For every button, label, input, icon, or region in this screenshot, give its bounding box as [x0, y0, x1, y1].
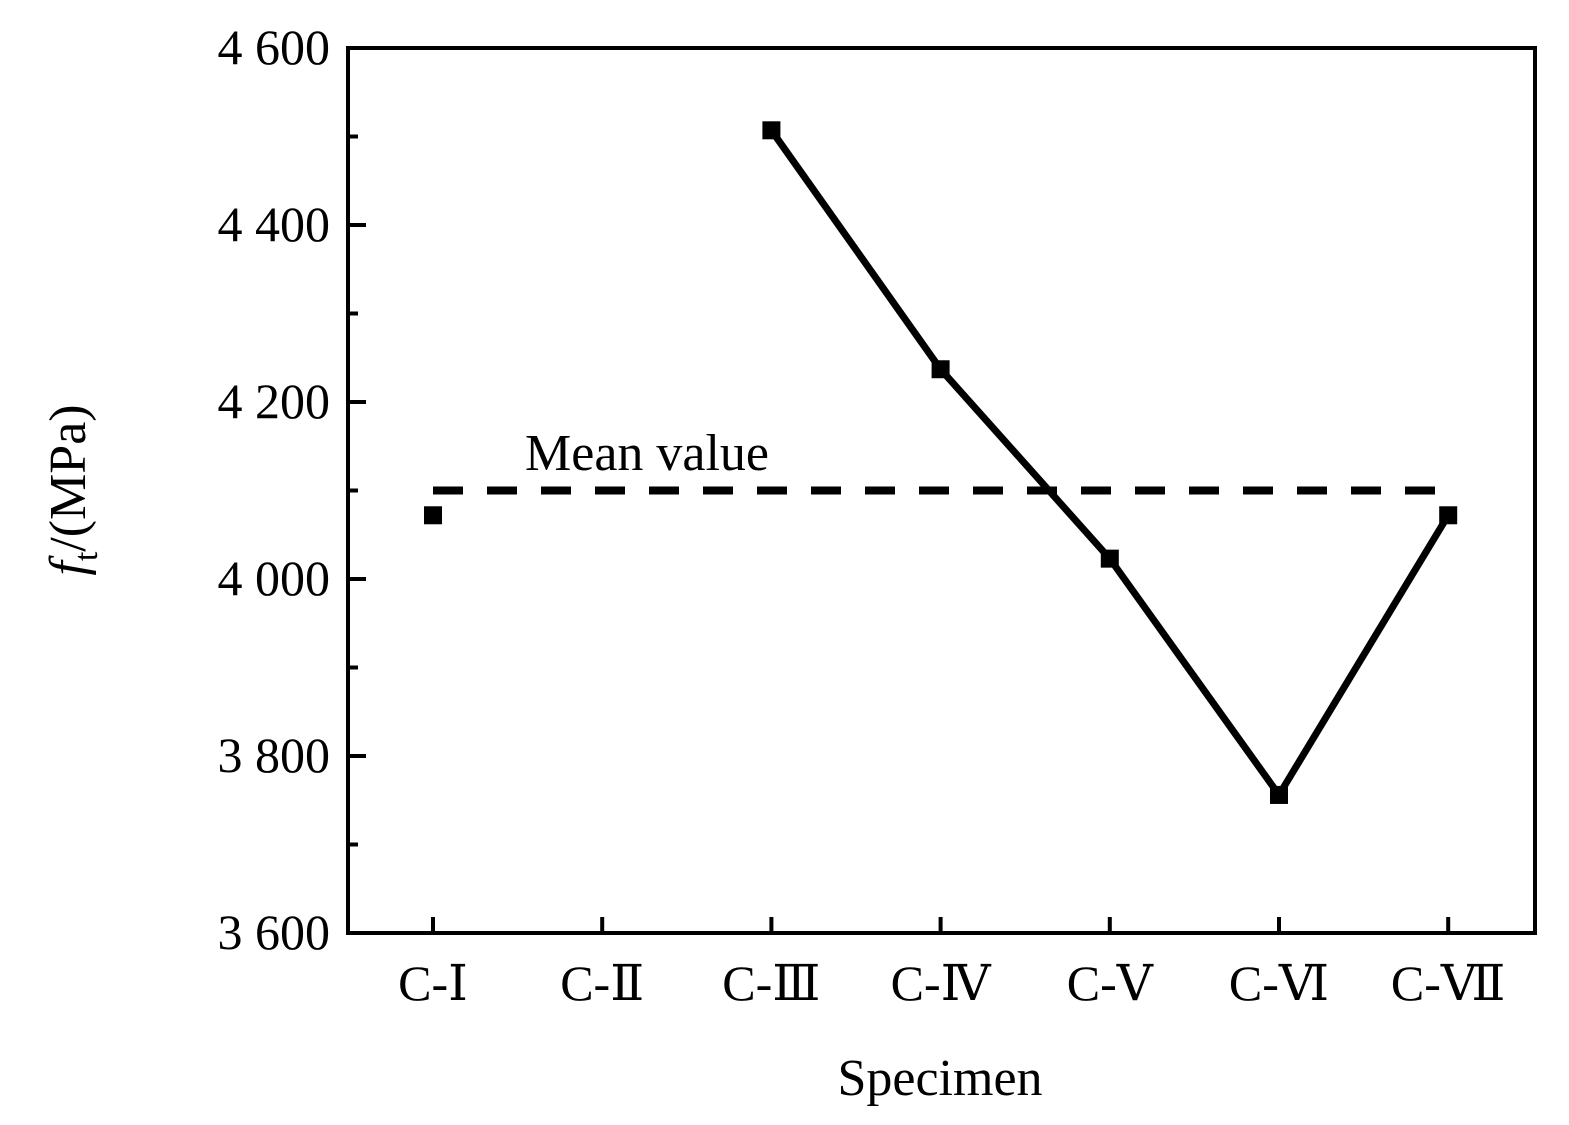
y-tick-label: 4 000 [218, 550, 331, 606]
y-tick-label: 4 400 [218, 196, 331, 252]
data-point-marker [424, 506, 442, 525]
data-point-marker [931, 360, 950, 379]
data-point-marker [1270, 785, 1288, 804]
data-point-marker [1439, 506, 1458, 525]
mean-value-label: Mean value [525, 425, 769, 482]
y-tick-label: 4 200 [218, 373, 331, 429]
y-tick-label: 4 600 [218, 19, 331, 75]
x-tick-label: C-Ⅴ [1067, 955, 1154, 1011]
x-tick-label: C-Ⅰ [398, 955, 468, 1011]
x-tick-label: C-Ⅵ [1229, 955, 1329, 1011]
y-axis-title: ft/(MPa) [40, 404, 105, 575]
x-tick-label: C-Ⅶ [1391, 955, 1506, 1011]
y-axis-unit: /(MPa) [40, 404, 97, 551]
y-axis-ticks: 3 600 3 800 4 000 4 200 4 400 4 600 [218, 19, 366, 960]
x-axis-title: Specimen [837, 1050, 1042, 1107]
series-line [768, 128, 1452, 802]
y-tick-label: 3 600 [218, 904, 331, 960]
data-series [424, 121, 1458, 804]
x-tick-label: C-Ⅲ [722, 955, 820, 1011]
x-axis-ticks: C-Ⅰ C-Ⅱ C-Ⅲ C-Ⅳ C-Ⅴ C-Ⅵ C-Ⅶ [398, 917, 1505, 1011]
data-point-marker [762, 121, 781, 140]
y-axis-subscript: t [68, 551, 105, 561]
x-tick-label: C-Ⅱ [560, 955, 644, 1011]
data-point-marker [1100, 549, 1119, 568]
x-tick-label: C-Ⅳ [891, 955, 992, 1011]
plot-frame [346, 46, 1537, 935]
y-tick-label: 3 800 [218, 727, 331, 783]
